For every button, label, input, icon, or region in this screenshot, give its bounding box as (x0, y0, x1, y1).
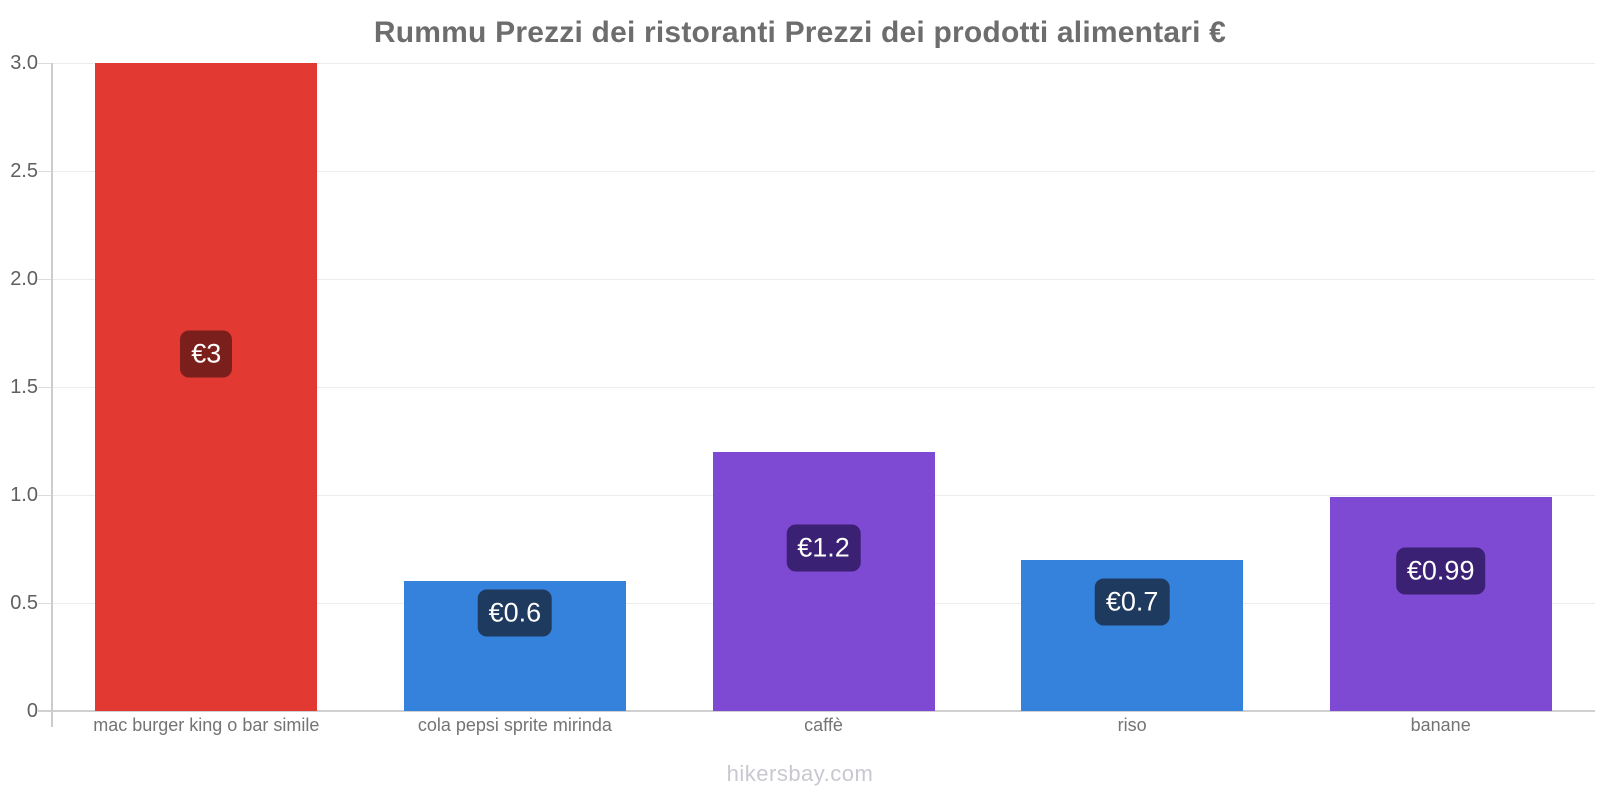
bar-value-badge: €0.6 (477, 589, 553, 637)
grid-line (52, 279, 1595, 280)
bar-value-badge: €3 (180, 330, 233, 378)
y-tick-label: 0 (26, 700, 38, 722)
grid-line (52, 63, 1595, 64)
grid-line (52, 387, 1595, 388)
y-tick-mark (38, 387, 52, 388)
x-category-label: cola pepsi sprite mirinda (417, 715, 612, 735)
bar[interactable] (95, 63, 318, 711)
y-tick-label: 2.0 (10, 268, 38, 290)
x-category-label: mac burger king o bar simile (93, 715, 320, 735)
bar[interactable] (712, 451, 935, 711)
y-tick-mark (38, 63, 52, 64)
y-tick-label: 3.0 (10, 52, 38, 74)
bar[interactable] (1329, 497, 1552, 711)
watermark-text: hikersbay.com (726, 761, 874, 786)
y-tick-mark (38, 279, 52, 280)
y-tick-label: 0.5 (10, 592, 38, 614)
grid-line (52, 171, 1595, 172)
y-tick-label: 2.5 (10, 160, 38, 182)
y-tick-label: 1.0 (10, 484, 38, 506)
x-category-label: banane (1410, 715, 1471, 735)
bar-value-badge: €0.99 (1395, 547, 1486, 595)
bar-value-badge: €0.7 (1094, 578, 1170, 626)
x-axis-line (38, 710, 1595, 712)
y-tick-mark (38, 495, 52, 496)
x-category-label: riso (1117, 715, 1147, 735)
x-category-label: caffè (804, 715, 843, 735)
bar-value-badge: €1.2 (786, 524, 861, 572)
y-tick-label: 1.5 (10, 376, 38, 398)
y-tick-mark (38, 603, 52, 604)
y-axis-line (51, 63, 53, 727)
y-tick-mark (38, 171, 52, 172)
chart-title: Rummu Prezzi dei ristoranti Prezzi dei p… (373, 16, 1227, 49)
